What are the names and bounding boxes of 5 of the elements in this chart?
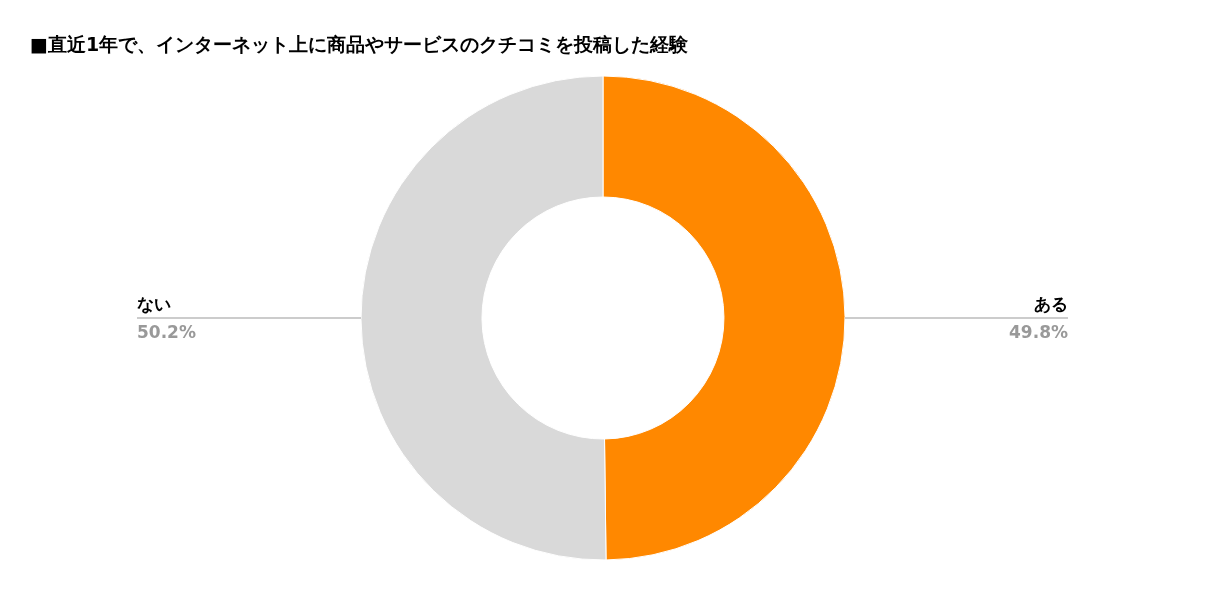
chart-title: ■直近1年で、インターネット上に商品やサービスのクチコミを投稿した経験 — [30, 33, 690, 55]
slice-label: ない — [137, 294, 171, 314]
data-label: 50.2% — [137, 322, 196, 342]
data-label: 49.8% — [1009, 322, 1068, 342]
slice-label: ある — [1034, 294, 1068, 314]
